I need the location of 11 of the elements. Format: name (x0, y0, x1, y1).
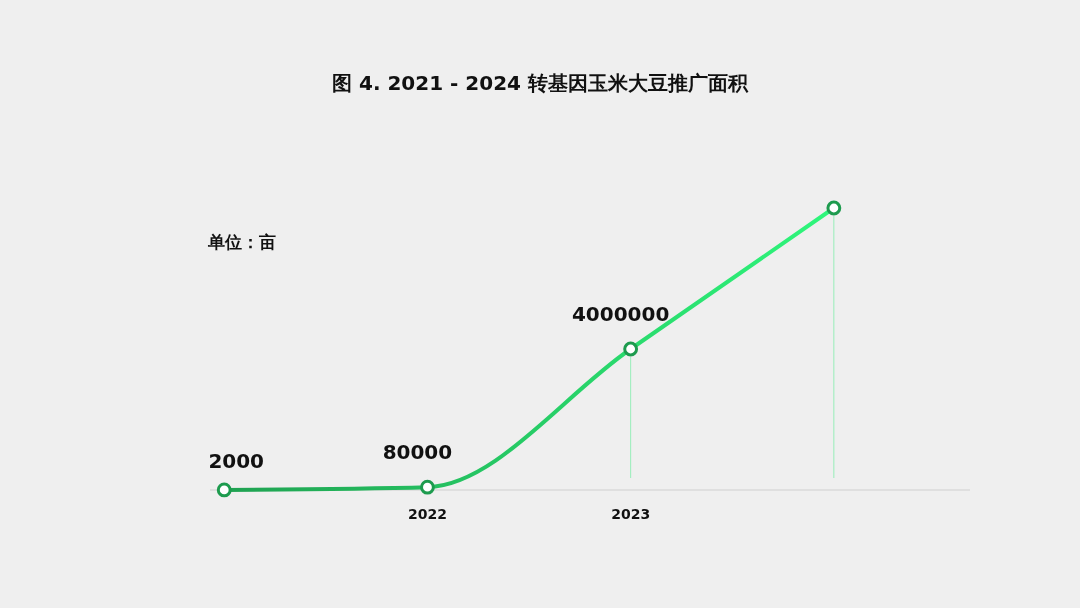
x-tick-label: 2023 (611, 506, 651, 522)
data-label: 80000 (382, 440, 453, 465)
annotation: 单位：亩 (207, 232, 276, 252)
point (826, 200, 842, 216)
point (216, 482, 232, 498)
data-label: 4000000 (571, 302, 670, 326)
x-tick-label: 2022 (407, 506, 447, 522)
chart-title: 图 4. 2021 - 2024 转基因玉米大豆推广面积 (332, 71, 749, 95)
point (420, 479, 435, 495)
point (623, 341, 639, 357)
data-label: 2000 (208, 448, 265, 473)
